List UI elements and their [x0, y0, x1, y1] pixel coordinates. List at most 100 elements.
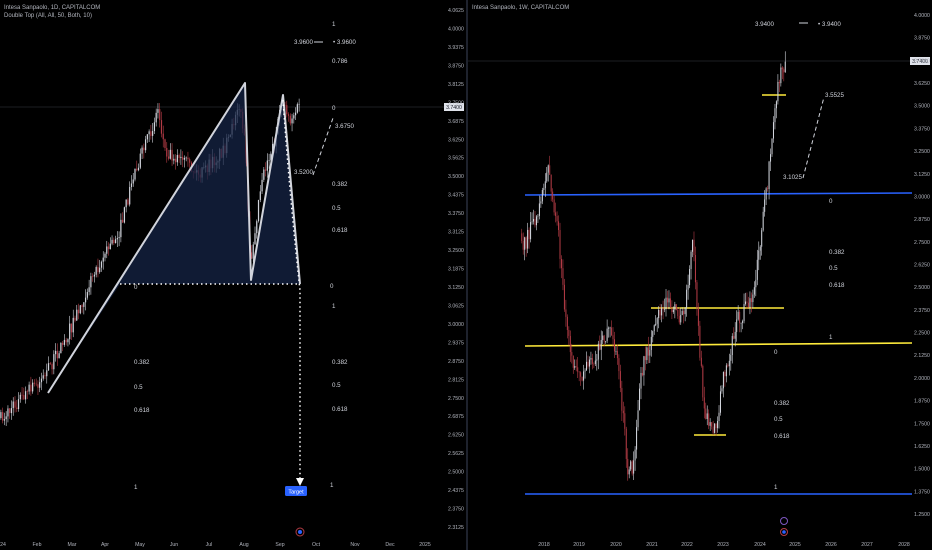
left-candle [28, 384, 30, 392]
right-y-tick: 2.0000 [914, 376, 930, 382]
resistance-line-yellow-long [524, 342, 913, 347]
right-candle [666, 297, 669, 303]
right-candle [700, 357, 702, 366]
right-y-tick: 3.8750 [914, 36, 930, 42]
left-candle [143, 147, 145, 151]
left-price-chart[interactable]: Target 3.9600 • 3.9600 3.6750 3.5200 1 0.786 0 0… [0, 0, 466, 550]
left-chart-panel[interactable]: Intesa Sanpaolo, 1D, CAPITALCOM Double T… [0, 0, 466, 550]
right-candle [756, 259, 758, 280]
right-candle [770, 154, 772, 162]
left-chart-title: Intesa Sanpaolo, 1D, CAPITALCOM Double T… [4, 4, 100, 20]
left-candle [167, 156, 170, 159]
right-candle [600, 339, 602, 350]
right-candle [637, 410, 639, 428]
left-candle [289, 115, 291, 124]
left-candle [109, 243, 111, 250]
left-candle [63, 339, 66, 345]
left-candle [257, 200, 260, 222]
left-y-tick: 3.1875 [448, 267, 464, 273]
last-price-badge [444, 103, 464, 111]
left-candle [106, 246, 108, 254]
left-candle [298, 103, 300, 105]
event-marker-icon-inner [298, 530, 302, 534]
fib-level-lower-0.5: 0.5 [134, 384, 143, 391]
double-top-pattern-area [48, 83, 300, 393]
left-y-tick: 2.8750 [448, 359, 464, 365]
fib-level-lower-0: 0 [134, 284, 138, 291]
left-candle [37, 384, 39, 388]
fib-level-0: 0 [332, 105, 336, 112]
right-candle [730, 355, 732, 361]
right-candle [560, 258, 563, 269]
right-candle [669, 298, 671, 308]
left-candle [24, 391, 27, 400]
panel-divider[interactable] [466, 0, 468, 550]
left-candle [47, 363, 50, 371]
right-candle [737, 311, 739, 320]
right-candle [646, 347, 648, 361]
left-candle [261, 179, 263, 192]
left-candle [88, 287, 90, 293]
right-y-tick: 2.7500 [914, 240, 930, 246]
right-x-tick: 2024 [754, 542, 766, 548]
left-y-tick: 2.4375 [448, 488, 464, 494]
projection-label-low: 3.1025 [783, 174, 802, 181]
right-y-tick: 1.2500 [914, 512, 930, 518]
left-candle [72, 317, 74, 333]
right-candle [638, 388, 641, 411]
left-candle [137, 167, 140, 171]
left-candle [176, 155, 178, 163]
left-candle [250, 252, 253, 259]
right-candle [593, 363, 595, 365]
left-y-tick: 3.8125 [448, 82, 464, 88]
right-candle [777, 81, 779, 102]
left-candle [104, 253, 106, 258]
left-y-tick: 3.0000 [448, 322, 464, 328]
left-candle [113, 239, 115, 244]
right-candle [615, 351, 617, 352]
right-candle [531, 221, 533, 223]
right-candle [711, 422, 713, 427]
left-candle [23, 395, 25, 400]
right-candle [627, 458, 629, 475]
right-chart-panel[interactable]: Intesa Sanpaolo, 1W, CAPITALCOM 3.9400 • … [468, 0, 932, 550]
left-candle [44, 375, 46, 377]
left-y-tick: 2.8125 [448, 377, 464, 383]
left-candle [58, 353, 60, 359]
right-candle [650, 336, 652, 350]
right-candle [784, 61, 786, 73]
right-x-tick: 2021 [646, 542, 658, 548]
left-x-tick: Mar [68, 542, 77, 548]
right-price-chart[interactable]: 3.9400 • 3.9400 3.5525 3.1025 0 0.382 0.5 0.618… [468, 0, 932, 550]
left-candle [40, 378, 43, 383]
left-candle [79, 305, 81, 314]
left-candle [10, 408, 13, 414]
left-candle [185, 157, 187, 159]
event-marker-icon-2-inner [782, 530, 786, 534]
right-candle [572, 355, 574, 368]
right-candle [565, 309, 567, 317]
left-candle [284, 105, 286, 106]
right-candle [584, 370, 586, 372]
right-candle [717, 421, 719, 429]
left-candle [84, 297, 87, 303]
right-candle [759, 246, 761, 251]
double-top-indicator-label: Double Top (All, All, 50, Both, 10) [4, 13, 92, 19]
right-candle [718, 412, 720, 422]
right-candle [597, 343, 599, 360]
projection-label-mid: 3.6750 [335, 123, 354, 130]
left-y-tick: 3.5625 [448, 156, 464, 162]
left-candle [111, 239, 113, 244]
left-candle [12, 401, 14, 409]
right-candle [672, 309, 674, 313]
right-candle [640, 372, 642, 389]
right-candle [549, 165, 551, 175]
right-y-tick: 2.2500 [914, 331, 930, 337]
left-candle [0, 412, 2, 419]
left-candle [19, 394, 21, 400]
left-y-tick: 3.3125 [448, 230, 464, 236]
left-candle [148, 131, 150, 135]
fib-level-0.382: 0.382 [332, 181, 348, 188]
left-candle [294, 112, 297, 116]
right-y-tick: 1.8750 [914, 399, 930, 405]
